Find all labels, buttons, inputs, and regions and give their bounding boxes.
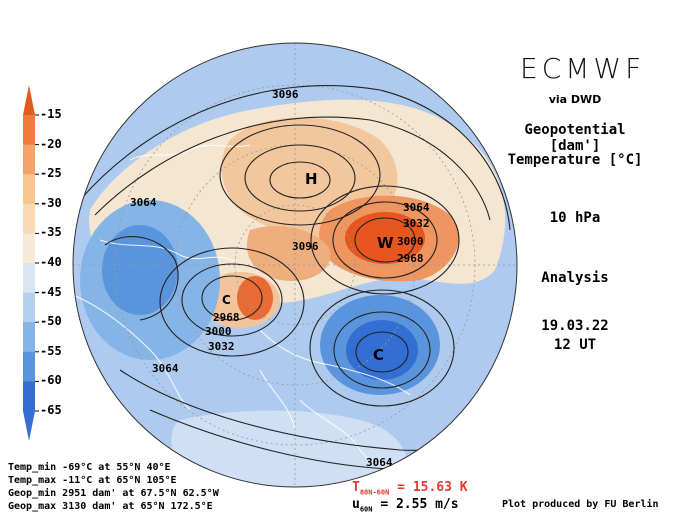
- contour-label: 3032: [403, 217, 430, 230]
- warm-center-marker: W: [377, 234, 394, 252]
- pressure-centers: H C C W: [222, 170, 394, 364]
- stat-geop-max: Geop_max 3130 dam' at 65°N 172.5°E: [8, 501, 213, 512]
- warm-core: [345, 212, 425, 264]
- metric-symbol: u: [352, 497, 360, 512]
- colorbar-label: -60: [40, 373, 62, 388]
- colorbar-label: -50: [40, 314, 62, 329]
- contour-label: 2968: [397, 252, 424, 265]
- warm-tongue: [246, 226, 331, 281]
- colorbar-label: -40: [40, 255, 62, 269]
- colorbar-segment: [23, 292, 35, 323]
- contour-label: 3096: [292, 240, 319, 253]
- low-center-marker: C: [373, 346, 384, 364]
- contour-labels: 3096 3064 3064 3032 3000 2968 3096 2968 …: [130, 88, 430, 469]
- time-label: 12 UT: [553, 337, 597, 353]
- colorbar-segment: [23, 144, 35, 175]
- colorbar-segment: [23, 263, 35, 294]
- cold-core-west: [102, 225, 178, 315]
- colorbar-segment: [23, 233, 35, 264]
- map-border: [72, 42, 518, 488]
- contour-label: 3064: [152, 362, 179, 375]
- colorbar-label: -20: [40, 136, 62, 151]
- level-label: 10 hPa: [549, 210, 601, 226]
- high-center-marker: H: [305, 170, 318, 188]
- contour-label: 3000: [397, 235, 424, 248]
- geopotential-contours: [79, 85, 511, 471]
- variable-label: Temperature [°C]: [507, 152, 643, 168]
- contour-label: 3000: [205, 325, 232, 338]
- colorbar-segment: [23, 174, 35, 205]
- stat-geop-min: Geop_min 2951 dam' at 67.5°N 62.5°W: [8, 488, 219, 499]
- metric-subscript: 60N: [359, 505, 373, 514]
- colorbar-label: -55: [40, 343, 62, 358]
- coastlines: [73, 144, 421, 466]
- colorbar-segment: [23, 381, 35, 412]
- colorbar-arrow-top: [23, 85, 35, 115]
- colorbar-arrow-bottom: [23, 411, 35, 441]
- map-fields: [73, 43, 517, 487]
- contour-label: 3032: [208, 340, 235, 353]
- colorbar-label: -65: [40, 403, 62, 417]
- metric-symbol: T: [352, 480, 360, 495]
- colorbar-label: -35: [40, 225, 62, 240]
- metric-value: = 15.63 K: [397, 480, 468, 495]
- colorbar-segment: [23, 322, 35, 353]
- contour-label: 3096: [272, 88, 299, 101]
- metric-subscript: 80N-60N: [359, 488, 390, 497]
- pale-region-south: [171, 410, 408, 487]
- date-label: 19.03.22: [541, 318, 609, 334]
- stat-temp-max: Temp_max -11°C at 65°N 105°E: [8, 475, 177, 486]
- contour-label: 2968: [213, 311, 240, 324]
- low-center-marker: C: [222, 293, 231, 307]
- colorbar-label: -25: [40, 166, 62, 181]
- colorbar-label: -45: [40, 284, 62, 299]
- run-type-label: Analysis: [541, 270, 609, 286]
- variable-label: Geopotential [dam']: [524, 122, 626, 154]
- colorbar-segment: [23, 203, 35, 234]
- brand-logo: ECMWF: [520, 52, 646, 85]
- metric-value: = 2.55 m/s: [380, 497, 459, 512]
- colorbar-label: -15: [40, 107, 62, 121]
- cold-core-south: [346, 320, 418, 380]
- contour-label: 3064: [403, 201, 430, 214]
- contour-label: 3064: [366, 456, 393, 469]
- contour-label: 3064: [130, 196, 157, 209]
- colorbar-segment: [23, 351, 35, 382]
- colorbar: [23, 85, 39, 441]
- colorbar-label: -30: [40, 195, 62, 210]
- provider-label: via DWD: [548, 93, 602, 106]
- zonal-wind-metric: u60N = 2.55 m/s: [352, 497, 459, 514]
- warm-core-west: [237, 276, 273, 320]
- stat-temp-min: Temp_min -69°C at 55°N 40°E: [8, 462, 171, 473]
- temperature-gradient-metric: T80N-60N = 15.63 K: [352, 480, 468, 497]
- credit-label: Plot produced by FU Berlin: [502, 499, 659, 510]
- colorbar-segment: [23, 115, 35, 146]
